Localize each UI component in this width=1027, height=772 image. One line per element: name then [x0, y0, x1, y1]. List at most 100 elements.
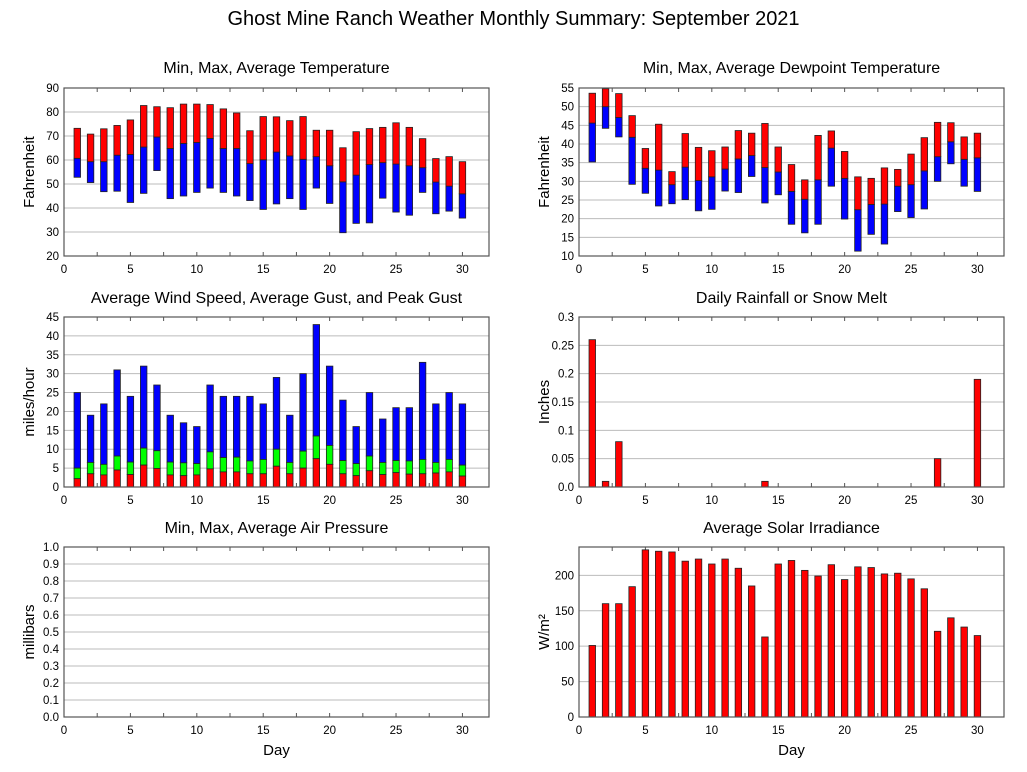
- bar-avg-gust: [246, 460, 254, 475]
- x-tick-label: 5: [127, 495, 133, 507]
- bar-avg-max: [920, 137, 928, 172]
- dewpoint-chart: Min, Max, Average Dewpoint Temperature 10…: [536, 60, 1005, 276]
- plot-frame: [578, 316, 1005, 488]
- x-tick-label: 25: [390, 264, 403, 276]
- bar-avg-max: [761, 123, 769, 168]
- bar-min-avg: [418, 167, 427, 193]
- y-tick-label: 0.15: [552, 397, 574, 409]
- y-tick-label: 0.25: [552, 340, 574, 352]
- bar: [615, 603, 623, 718]
- x-tick-label: 20: [323, 725, 336, 737]
- y-tick-label: 40: [561, 139, 574, 151]
- y-tick-label: 0.1: [43, 695, 59, 707]
- y-tick-label: 0.4: [43, 644, 60, 656]
- bar-min-avg: [140, 146, 148, 194]
- bar-avg-max: [126, 119, 135, 155]
- y-tick-label: 5: [53, 463, 59, 475]
- bar-avg-max: [153, 106, 161, 138]
- bar-min-avg: [113, 154, 121, 192]
- x-tick-label: 15: [257, 495, 270, 507]
- bar-avg-max: [206, 104, 214, 139]
- bar-peak-gust: [445, 392, 453, 460]
- bar-avg-gust: [405, 460, 413, 475]
- y-tick-label: 0.3: [43, 661, 59, 673]
- bar-avg-wind: [339, 473, 347, 488]
- bar: [854, 566, 862, 718]
- y-axis-label: Inches: [536, 380, 553, 424]
- bar-peak-gust: [299, 373, 307, 452]
- bar-peak-gust: [100, 403, 108, 465]
- bar-min-avg: [907, 184, 915, 218]
- bar-avg-max: [272, 116, 281, 153]
- x-tick-label: 10: [190, 495, 203, 507]
- x-tick-label: 10: [190, 264, 203, 276]
- bar-avg-max: [445, 156, 453, 187]
- bar-avg-wind: [179, 475, 188, 488]
- x-tick-label: 15: [772, 264, 785, 276]
- y-tick-label: 200: [555, 570, 574, 582]
- x-tick-label: 15: [257, 725, 270, 737]
- bar-avg-max: [960, 136, 968, 160]
- bar-avg-wind: [259, 473, 267, 488]
- bar-min-avg: [734, 158, 743, 193]
- y-tick-label: 20: [46, 251, 59, 263]
- bar-avg-max: [339, 147, 347, 183]
- bar: [801, 569, 809, 718]
- bar-avg-gust: [458, 464, 467, 477]
- bar: [920, 588, 928, 718]
- bar-peak-gust: [233, 395, 241, 458]
- bar-peak-gust: [219, 395, 228, 458]
- y-tick-label: 100: [555, 641, 574, 653]
- bar: [588, 645, 596, 718]
- bar-min-avg: [392, 163, 400, 213]
- y-tick-label: 35: [561, 158, 574, 170]
- bar-min-avg: [219, 148, 228, 193]
- bar-min-avg: [801, 198, 809, 234]
- bar-min-avg: [445, 185, 453, 212]
- bar-peak-gust: [418, 361, 427, 460]
- y-tick-label: 25: [46, 388, 59, 400]
- y-tick-label: 10: [561, 251, 574, 263]
- bar-avg-wind: [73, 478, 81, 488]
- bar: [668, 551, 676, 718]
- y-tick-label: 15: [561, 232, 574, 244]
- bar-min-avg: [920, 170, 928, 210]
- y-tick-label: 50: [46, 179, 59, 191]
- y-tick-label: 55: [561, 83, 574, 95]
- x-tick-label: 5: [127, 264, 133, 276]
- bar: [814, 575, 822, 718]
- bar-avg-wind: [140, 464, 148, 488]
- bar-avg-wind: [166, 474, 174, 488]
- bar: [973, 635, 982, 718]
- bar-peak-gust: [259, 403, 267, 460]
- bar: [947, 617, 955, 718]
- bar-avg-gust: [100, 463, 108, 476]
- bar-avg-gust: [86, 462, 95, 475]
- x-tick-label: 25: [390, 725, 403, 737]
- bar-peak-gust: [153, 384, 161, 452]
- bar-min-avg: [933, 156, 942, 182]
- bar-avg-gust: [193, 463, 201, 476]
- bar-min-avg: [458, 193, 467, 219]
- plot-frame: [63, 546, 490, 718]
- bar-avg-max: [193, 103, 201, 143]
- bar-min-avg: [601, 106, 610, 129]
- bar-avg-gust: [259, 459, 267, 475]
- bar-avg-max: [179, 103, 188, 144]
- bar-avg-wind: [379, 474, 387, 488]
- bar-avg-gust: [219, 457, 228, 473]
- pressure-chart: Min, Max, Average Air Pressure 0.0 0.1 0.2 0…: [21, 520, 490, 759]
- y-tick-label: 0.2: [43, 678, 59, 690]
- bar-min-avg: [774, 171, 782, 196]
- bar-avg-gust: [233, 456, 241, 473]
- x-tick-label: 25: [905, 495, 918, 507]
- bar-peak-gust: [126, 395, 135, 463]
- x-tick-label: 15: [772, 495, 785, 507]
- bar-avg-max: [708, 150, 716, 178]
- bar: [681, 560, 689, 718]
- x-tick-label: 0: [576, 725, 582, 737]
- plot-frame: [63, 316, 490, 488]
- bar-min-avg: [787, 191, 796, 225]
- bar-min-avg: [960, 158, 968, 187]
